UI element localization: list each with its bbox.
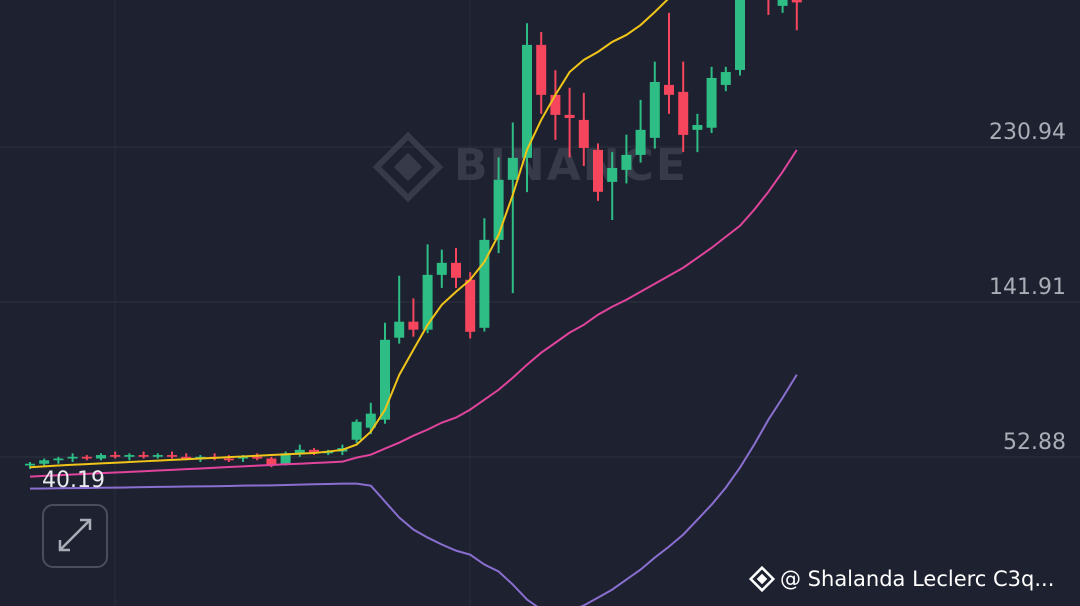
candle-body [39,460,50,464]
candle-body [294,449,305,454]
candle-body [223,458,234,461]
expand-icon [58,518,92,552]
candle-body [735,0,745,70]
candle-body [536,44,547,95]
candle-body [96,455,106,459]
candle-body [238,456,248,459]
candle-body [777,0,788,6]
candle-body [167,455,177,457]
expand-button-frame[interactable] [42,504,108,568]
credit: @ Shalanda Leclerc C3q... [748,565,1054,593]
candle-body [152,455,163,457]
expand-button[interactable] [42,504,108,568]
candle-body [252,456,263,459]
candle-body [593,149,603,192]
candle-body [309,449,319,454]
candle-body [465,279,476,332]
y-axis: 52.88 141.91 230.94 [989,120,1066,455]
candle-body [564,114,575,119]
candle-body [451,262,461,278]
y-tick-label: 230.94 [989,120,1066,145]
candle-body [53,458,64,461]
grid [0,146,1080,458]
moving-average-line [29,0,669,469]
candle-body [67,456,78,459]
watermark-logo [372,131,444,203]
candle-body [692,124,703,130]
candle-body [664,84,674,95]
candle-body [365,413,376,428]
candle-body [266,458,277,466]
candle-body [678,91,689,135]
moving-average-line [29,149,798,478]
candle-body [138,455,149,457]
candle-body [124,455,135,457]
y-tick-label: 52.88 [1003,430,1066,455]
candle-body [110,455,121,457]
candle-body [635,129,646,155]
moving-average-line [29,374,798,606]
candle-body [380,339,390,420]
candle-body [649,81,660,138]
candle-body [81,456,92,459]
credit-text: @ Shalanda Leclerc C3q... [780,567,1054,591]
candle-body [507,157,518,180]
candle-body [479,239,490,328]
candle-body [578,119,589,148]
watermark-text: BINANCE [454,140,688,191]
candle-body [607,167,618,182]
candle-body [422,274,433,330]
candle-body [280,453,291,464]
candle-body [706,77,717,128]
candle-body [550,94,561,115]
candle-body [493,179,504,240]
credit-logo [748,565,776,593]
candle-body [436,262,447,275]
candle-body [791,0,802,3]
candle-body [351,421,362,440]
low-price-label: 40.19 [42,468,105,493]
plot [25,0,802,606]
candle-body [522,44,532,158]
candle-body [408,321,419,330]
candle-body [181,456,192,459]
candle-body [621,154,632,170]
candle-body [25,463,35,466]
candle-body [394,321,405,338]
candle-body [720,72,731,85]
y-tick-label: 141.91 [989,275,1066,300]
